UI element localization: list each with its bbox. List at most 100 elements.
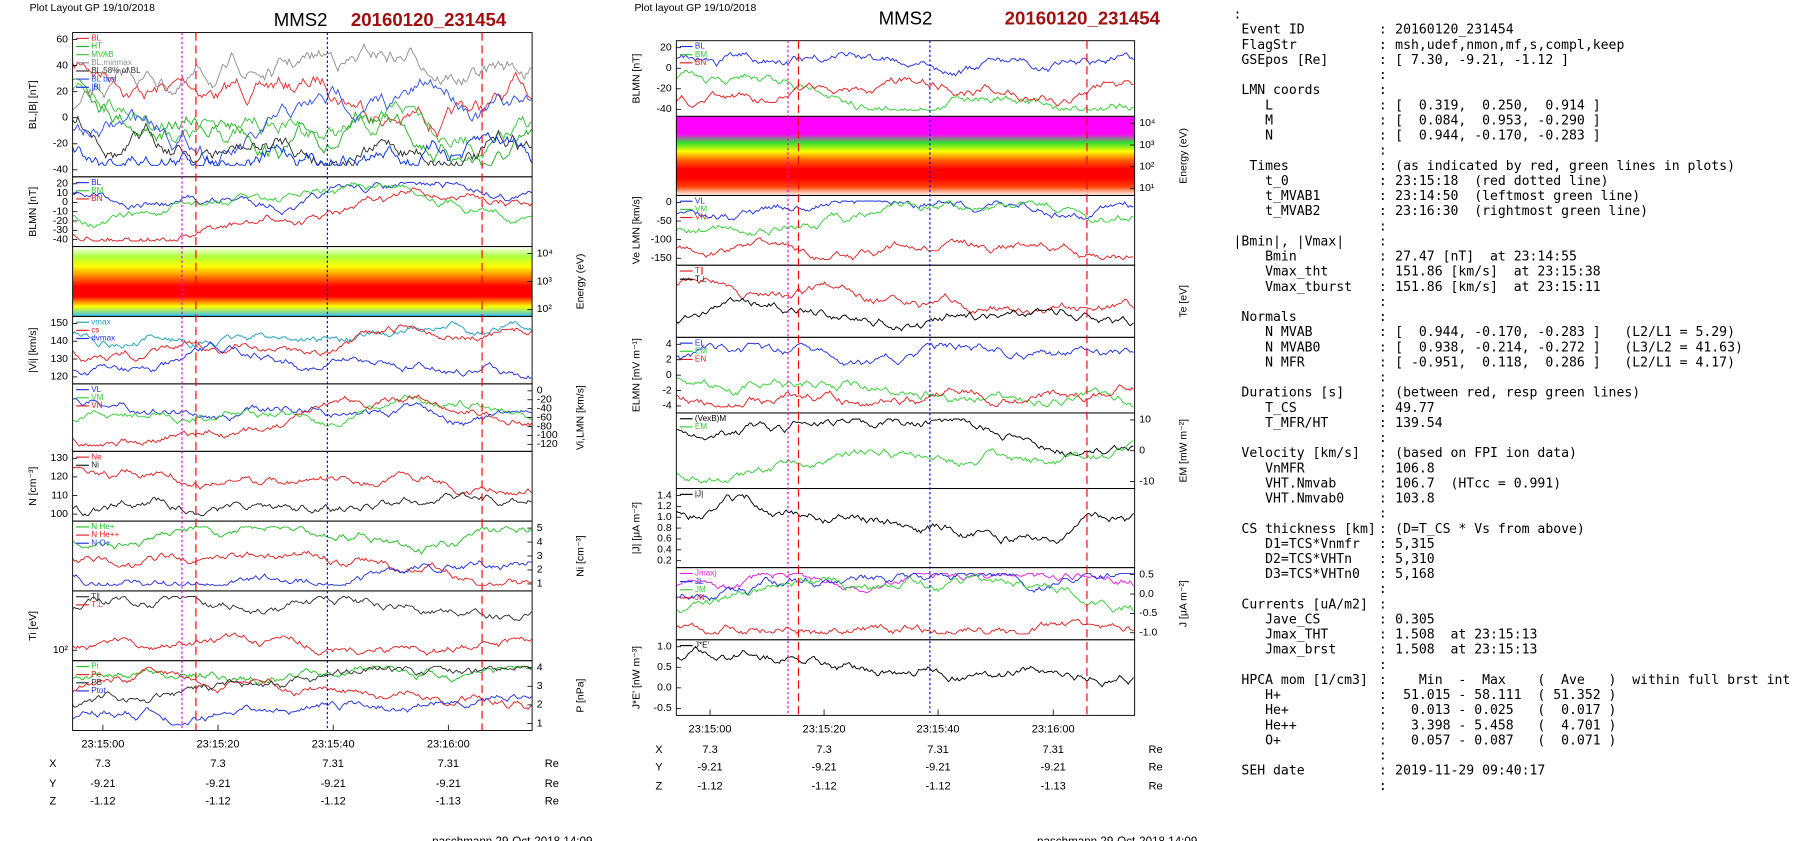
y-tick-label: -0.5 xyxy=(1139,608,1157,619)
position-value: 7.31 xyxy=(1042,744,1064,756)
info-label: t_0 xyxy=(1234,174,1289,189)
y-tick-label: -40 xyxy=(537,403,552,414)
trace xyxy=(72,82,532,161)
y-axis-label: EM [mW m⁻²] xyxy=(1178,419,1189,483)
y-tick-label: -20 xyxy=(657,84,672,95)
y-axis-label: BLMN [nT] xyxy=(632,53,643,103)
info-value: [ 0.084, 0.953, -0.290 ] xyxy=(1395,113,1600,128)
trace xyxy=(72,665,532,708)
plot-footer: paschmann 29-Oct-2018 14:09 xyxy=(1037,835,1197,841)
y-axis-label: Ve LMN [km/s] xyxy=(632,196,643,264)
legend-label: BL xyxy=(91,34,101,43)
legend-label: MVAB xyxy=(91,50,113,59)
info-value: 20160120_231454 xyxy=(1395,23,1514,38)
position-unit: Re xyxy=(545,778,559,790)
y-tick-label: 10² xyxy=(537,304,553,315)
info-value: 1.508 at 23:15:13 xyxy=(1395,628,1537,643)
y-tick-label: -20 xyxy=(53,139,68,150)
info-colon: : xyxy=(1379,280,1387,295)
position-value: -9.21 xyxy=(436,778,461,790)
trace xyxy=(675,200,1134,236)
y-tick-label: 10³ xyxy=(537,276,553,287)
y-tick-label: 4 xyxy=(537,662,543,673)
position-unit: Re xyxy=(1149,762,1163,774)
legend-label: cs xyxy=(91,326,99,335)
y-tick-label: 1.4 xyxy=(657,490,672,501)
y-tick-label: 4 xyxy=(537,537,543,548)
y-tick-label: -40 xyxy=(657,104,672,115)
trace xyxy=(72,182,532,228)
y-tick-label: 20 xyxy=(660,42,672,53)
trace xyxy=(72,78,532,167)
info-label: N MVAB0 xyxy=(1234,340,1321,355)
trace xyxy=(72,61,532,139)
info-colon: : xyxy=(1379,476,1387,491)
x-tick-label: 23:15:40 xyxy=(917,723,960,735)
info-value: (between red, resp green lines) xyxy=(1395,386,1640,401)
info-colon: : xyxy=(1379,219,1387,234)
y-axis-label: J*E' [nW m⁻³] xyxy=(632,646,643,709)
y-tick-label: 110 xyxy=(51,490,68,501)
info-value: (based on FPI ion data) xyxy=(1395,446,1577,461)
y-tick-label: 130 xyxy=(51,453,69,464)
y-tick-label: -0.5 xyxy=(654,703,672,714)
y-tick-label: 10² xyxy=(1139,161,1155,172)
info-value: [ 0.319, 0.250, 0.914 ] xyxy=(1395,98,1600,113)
info-value: 27.47 [nT] at 23:14:55 xyxy=(1395,250,1577,265)
trace xyxy=(72,187,532,242)
trace xyxy=(676,237,1134,261)
plot-header: Plot layout GP 19/10/2018 xyxy=(634,3,756,14)
info-colon: : xyxy=(1379,159,1387,174)
y-tick-label: 20 xyxy=(56,179,68,190)
position-value: -9.21 xyxy=(205,778,230,790)
legend-label: BL,minmax xyxy=(91,58,132,67)
info-colon: : xyxy=(1379,658,1387,673)
trace xyxy=(676,342,1134,367)
legend-label: T∥ xyxy=(695,266,704,275)
y-tick-label: 1.0 xyxy=(657,642,672,653)
trace xyxy=(72,492,532,517)
info-colon: : xyxy=(1379,189,1387,204)
info-label: M xyxy=(1234,113,1274,128)
info-value: [ 0.938, -0.214, -0.272 ] (L3/L2 = 41.63… xyxy=(1395,340,1743,355)
legend-label: JN xyxy=(695,593,705,602)
y-axis-label: Te [eV] xyxy=(1178,285,1189,318)
info-label: |Bmin|, |Vmax| xyxy=(1234,234,1345,249)
info-label: t_MVAB2 xyxy=(1234,204,1321,219)
info-colon: : xyxy=(1379,113,1387,128)
y-tick-label: -40 xyxy=(53,165,68,176)
legend-label: EM xyxy=(695,346,707,355)
y-tick-label: 10¹ xyxy=(1139,183,1155,194)
trace xyxy=(72,665,532,686)
legend-label: Pe xyxy=(91,670,101,679)
y-tick-label: 1 xyxy=(537,718,543,729)
x-tick-label: 23:15:00 xyxy=(81,738,124,750)
y-tick-label: 1.2 xyxy=(657,501,672,512)
trace xyxy=(676,646,1134,688)
info-value: 1.508 at 23:15:13 xyxy=(1395,643,1537,658)
info-label: t_MVAB1 xyxy=(1234,189,1321,204)
info-colon: : xyxy=(1379,567,1387,582)
legend-label: VN xyxy=(91,401,102,410)
y-tick-label: -20 xyxy=(53,216,68,227)
info-colon: : xyxy=(1379,643,1387,658)
trace xyxy=(676,440,1134,484)
info-value: 0.013 - 0.025 ( 0.017 ) xyxy=(1395,703,1616,718)
legend-label: PB xyxy=(91,678,102,687)
legend-label: Jmaxj xyxy=(695,569,716,578)
legend-label: EL xyxy=(695,338,705,347)
y-axis-label: J [μA m⁻²] xyxy=(1178,580,1189,627)
trace xyxy=(72,321,532,349)
legend-label: BL 58% of BL xyxy=(91,66,141,75)
panel-frame xyxy=(72,590,533,662)
position-value: 7.3 xyxy=(702,744,717,756)
trace xyxy=(676,573,1134,614)
legend-label: |B| xyxy=(91,82,101,91)
trace xyxy=(675,296,1134,332)
y-tick-label: 0 xyxy=(62,112,68,123)
legend-label: T⊥ xyxy=(695,274,707,283)
x-tick-label: 23:16:00 xyxy=(1032,723,1075,735)
panel-frame xyxy=(72,383,533,452)
info-label: He+ xyxy=(1234,703,1289,718)
info-label: SEH date xyxy=(1234,764,1305,779)
